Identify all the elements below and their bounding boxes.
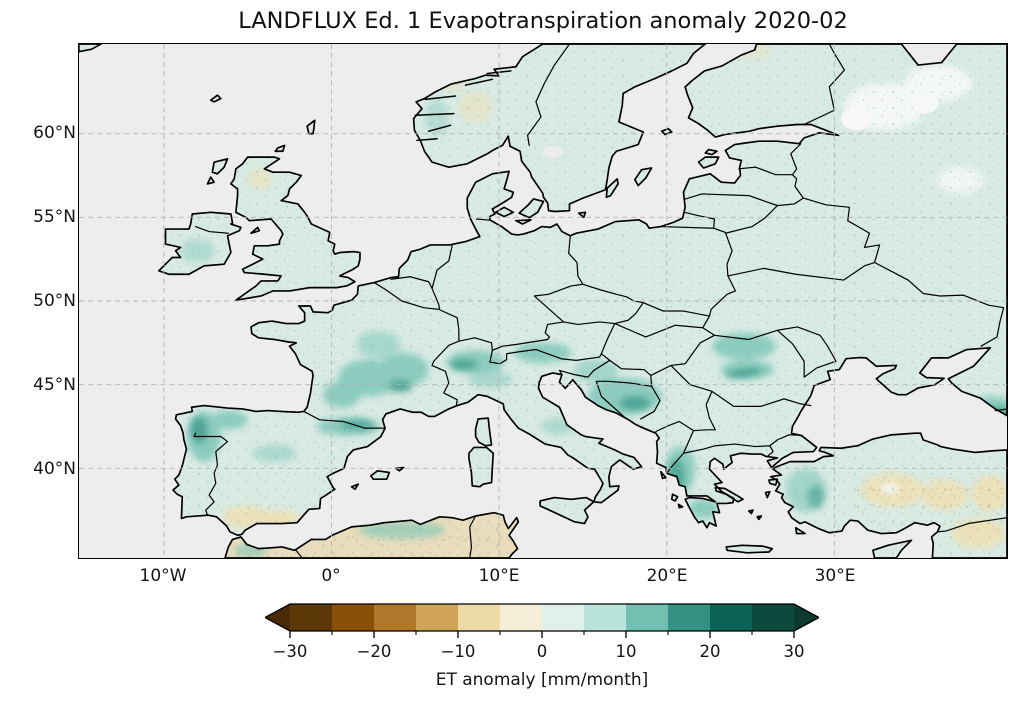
lon-label-20e: 20°E	[646, 566, 688, 586]
cb-tick-20: 20	[699, 642, 721, 661]
colorbar-ticks	[289, 631, 795, 638]
cb-tick-neg10: −10	[440, 642, 476, 661]
lat-label-40n: 40°N	[33, 459, 76, 479]
lon-label-30e: 30°E	[814, 566, 856, 586]
cb-tick-neg20: −20	[356, 642, 392, 661]
fjord-lines	[414, 70, 512, 142]
lat-label-60n: 60°N	[33, 123, 76, 143]
chart-title: LANDFLUX Ed. 1 Evapotranspiration anomal…	[238, 8, 848, 34]
lon-label-10w: 10°W	[139, 566, 187, 586]
lon-label-10e: 10°E	[478, 566, 520, 586]
lat-label-50n: 50°N	[33, 291, 76, 311]
country-borders	[193, 44, 1007, 558]
colorbar-under-arrow	[265, 604, 290, 631]
colorbar-label: ET anomaly [mm/month]	[435, 670, 649, 690]
colorbar[interactable]	[265, 603, 819, 643]
cb-tick-30: 30	[783, 642, 805, 661]
lat-label-45n: 45°N	[33, 375, 76, 395]
map-plot-area[interactable]	[78, 43, 1008, 559]
lakes	[542, 93, 939, 158]
graticule	[79, 44, 1007, 558]
colorbar-over-arrow	[794, 604, 819, 631]
lat-label-55n: 55°N	[33, 207, 76, 227]
cb-tick-10: 10	[615, 642, 637, 661]
lon-label-0: 0°	[321, 566, 341, 586]
europe-map	[79, 44, 1007, 558]
cb-tick-0: 0	[536, 642, 548, 661]
colorbar-segments	[265, 604, 819, 631]
cb-tick-neg30: −30	[272, 642, 308, 661]
coastlines	[79, 44, 1007, 558]
